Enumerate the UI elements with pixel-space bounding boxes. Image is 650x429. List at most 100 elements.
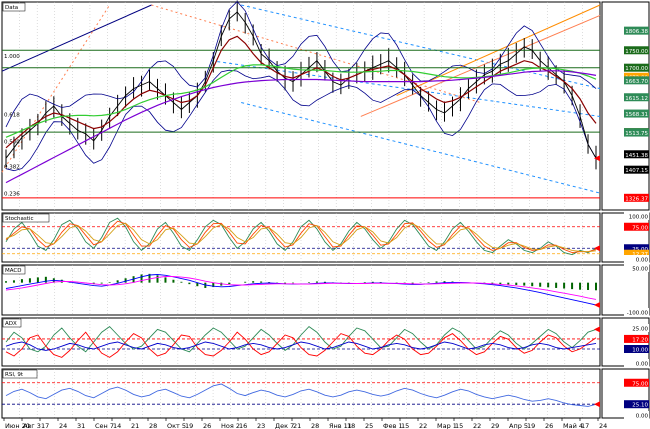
channel-line	[1, 4, 152, 72]
x-tick-label: 29	[491, 422, 499, 429]
x-tick-label: Окт 5	[167, 422, 186, 429]
fib-level-label: 0.236	[4, 191, 20, 197]
level-label-box	[624, 255, 649, 263]
channel-line	[360, 14, 601, 117]
price-series-3	[5, 70, 597, 184]
level-label: 25.00	[632, 327, 648, 333]
level-label: 1513.75	[625, 131, 648, 137]
panel-title: Data	[5, 5, 18, 11]
level-label: 1407.15	[625, 168, 648, 174]
panel-title-box	[2, 369, 38, 379]
level-label-box	[624, 324, 649, 332]
bollinger-upper-band	[5, 1, 597, 128]
channel-line	[151, 4, 481, 103]
level-label-box	[624, 334, 649, 343]
fib-level-label: 1.000	[4, 54, 20, 60]
level-label-box	[624, 244, 649, 253]
x-tick-label: Фев 1	[383, 422, 403, 429]
panel-title-box	[2, 2, 26, 12]
x-tick-label: Дек 7	[275, 422, 294, 429]
level-label-box	[624, 308, 649, 316]
x-tick-label: 21	[131, 422, 139, 429]
x-tick-label: 24	[59, 422, 67, 429]
x-tick-label: 14	[113, 422, 121, 429]
level-label: 10.00	[632, 348, 648, 354]
level-label-box	[624, 359, 649, 367]
level-label-box	[624, 411, 649, 419]
adx-series-1	[5, 331, 597, 358]
x-tick-label: Май 4	[563, 422, 583, 429]
level-label-box	[624, 165, 649, 174]
x-tick-label: 18	[347, 422, 355, 429]
stochastic-series-1	[5, 220, 597, 254]
level-label-box	[624, 212, 649, 220]
stochastic-series-2	[5, 222, 597, 253]
x-tick-label: 21	[293, 422, 301, 429]
price-series-1	[5, 35, 597, 149]
panel-title: ADX	[5, 321, 17, 327]
x-tick-label: 22	[473, 422, 481, 429]
fib-level-label: 0.618	[4, 112, 20, 118]
level-label-box	[624, 222, 649, 231]
level-label: 0.00	[636, 362, 649, 368]
panel-macd: 50.00 -100.00 MACD	[1, 264, 650, 317]
level-label: 1326.37	[625, 196, 648, 202]
panel-price: 1806.381673.891750.001700.001663.701615.…	[1, 0, 650, 211]
panel-scale-box	[601, 264, 650, 316]
panel-scale-box	[601, 1, 650, 211]
x-tick-label: 22	[419, 422, 427, 429]
price-series-2	[5, 64, 597, 138]
level-label: 1663.70	[625, 79, 648, 85]
last-value-marker	[594, 326, 600, 333]
rsi-series-0	[5, 383, 597, 407]
panel-title: RSI, 9t	[5, 372, 24, 378]
x-tick-label: 23	[257, 422, 265, 429]
channel-line	[1, 4, 111, 173]
panel-adx: 25.00 17.20 10.00 0.00 ADX	[1, 317, 650, 368]
level-label: 50.00	[632, 267, 648, 273]
adx-series-0	[5, 326, 597, 353]
x-tick-label: 26	[545, 422, 553, 429]
x-tick-label: Авг 3	[23, 422, 41, 429]
last-value-marker	[594, 245, 600, 252]
level-label-box	[624, 128, 649, 137]
level-label: 1615.12	[625, 96, 648, 102]
x-tick-label: 15	[455, 422, 463, 429]
panel-rsi: 75.00 25.10 0.00 RSI, 9t	[1, 368, 650, 420]
x-tick-label: 19	[185, 422, 193, 429]
level-label: 25.10	[632, 403, 648, 409]
level-label-box	[624, 46, 649, 55]
level-label-box	[624, 193, 649, 202]
macd-series-1	[5, 276, 597, 300]
level-label: -100.00	[627, 311, 649, 317]
x-tick-label: 15	[401, 422, 409, 429]
level-label: 100.00	[629, 215, 649, 221]
level-label-box	[624, 63, 649, 72]
x-tick-label: 28	[311, 422, 319, 429]
x-tick-label: Мар 1	[437, 422, 457, 429]
level-label: 0.00	[636, 414, 649, 420]
panel-title: MACD	[5, 268, 22, 274]
level-label: 1700.00	[625, 66, 648, 72]
x-tick-label: 19	[527, 422, 535, 429]
panel-title-box	[2, 265, 26, 275]
level-label-box	[624, 93, 649, 102]
x-tick-label: 17	[41, 422, 49, 429]
level-label: 1806.38	[625, 29, 648, 35]
level-label: 1750.00	[625, 49, 648, 55]
level-label-box	[624, 249, 649, 258]
adx-series-2	[5, 341, 597, 351]
x-tick-label: Апр 5	[509, 422, 528, 429]
level-label-box	[624, 345, 649, 353]
panel-title: Stochastic	[5, 216, 33, 222]
level-label: 0.00	[636, 258, 649, 264]
x-tick-label: Янв 11	[329, 422, 352, 429]
level-label: 75.00	[632, 225, 648, 231]
panel-frame	[1, 1, 601, 211]
x-tick-label: 31	[77, 422, 85, 429]
panels: 1806.381673.891750.001700.001663.701615.…	[1, 0, 650, 420]
x-tick-label: 24	[599, 422, 607, 429]
channel-line	[241, 4, 601, 90]
